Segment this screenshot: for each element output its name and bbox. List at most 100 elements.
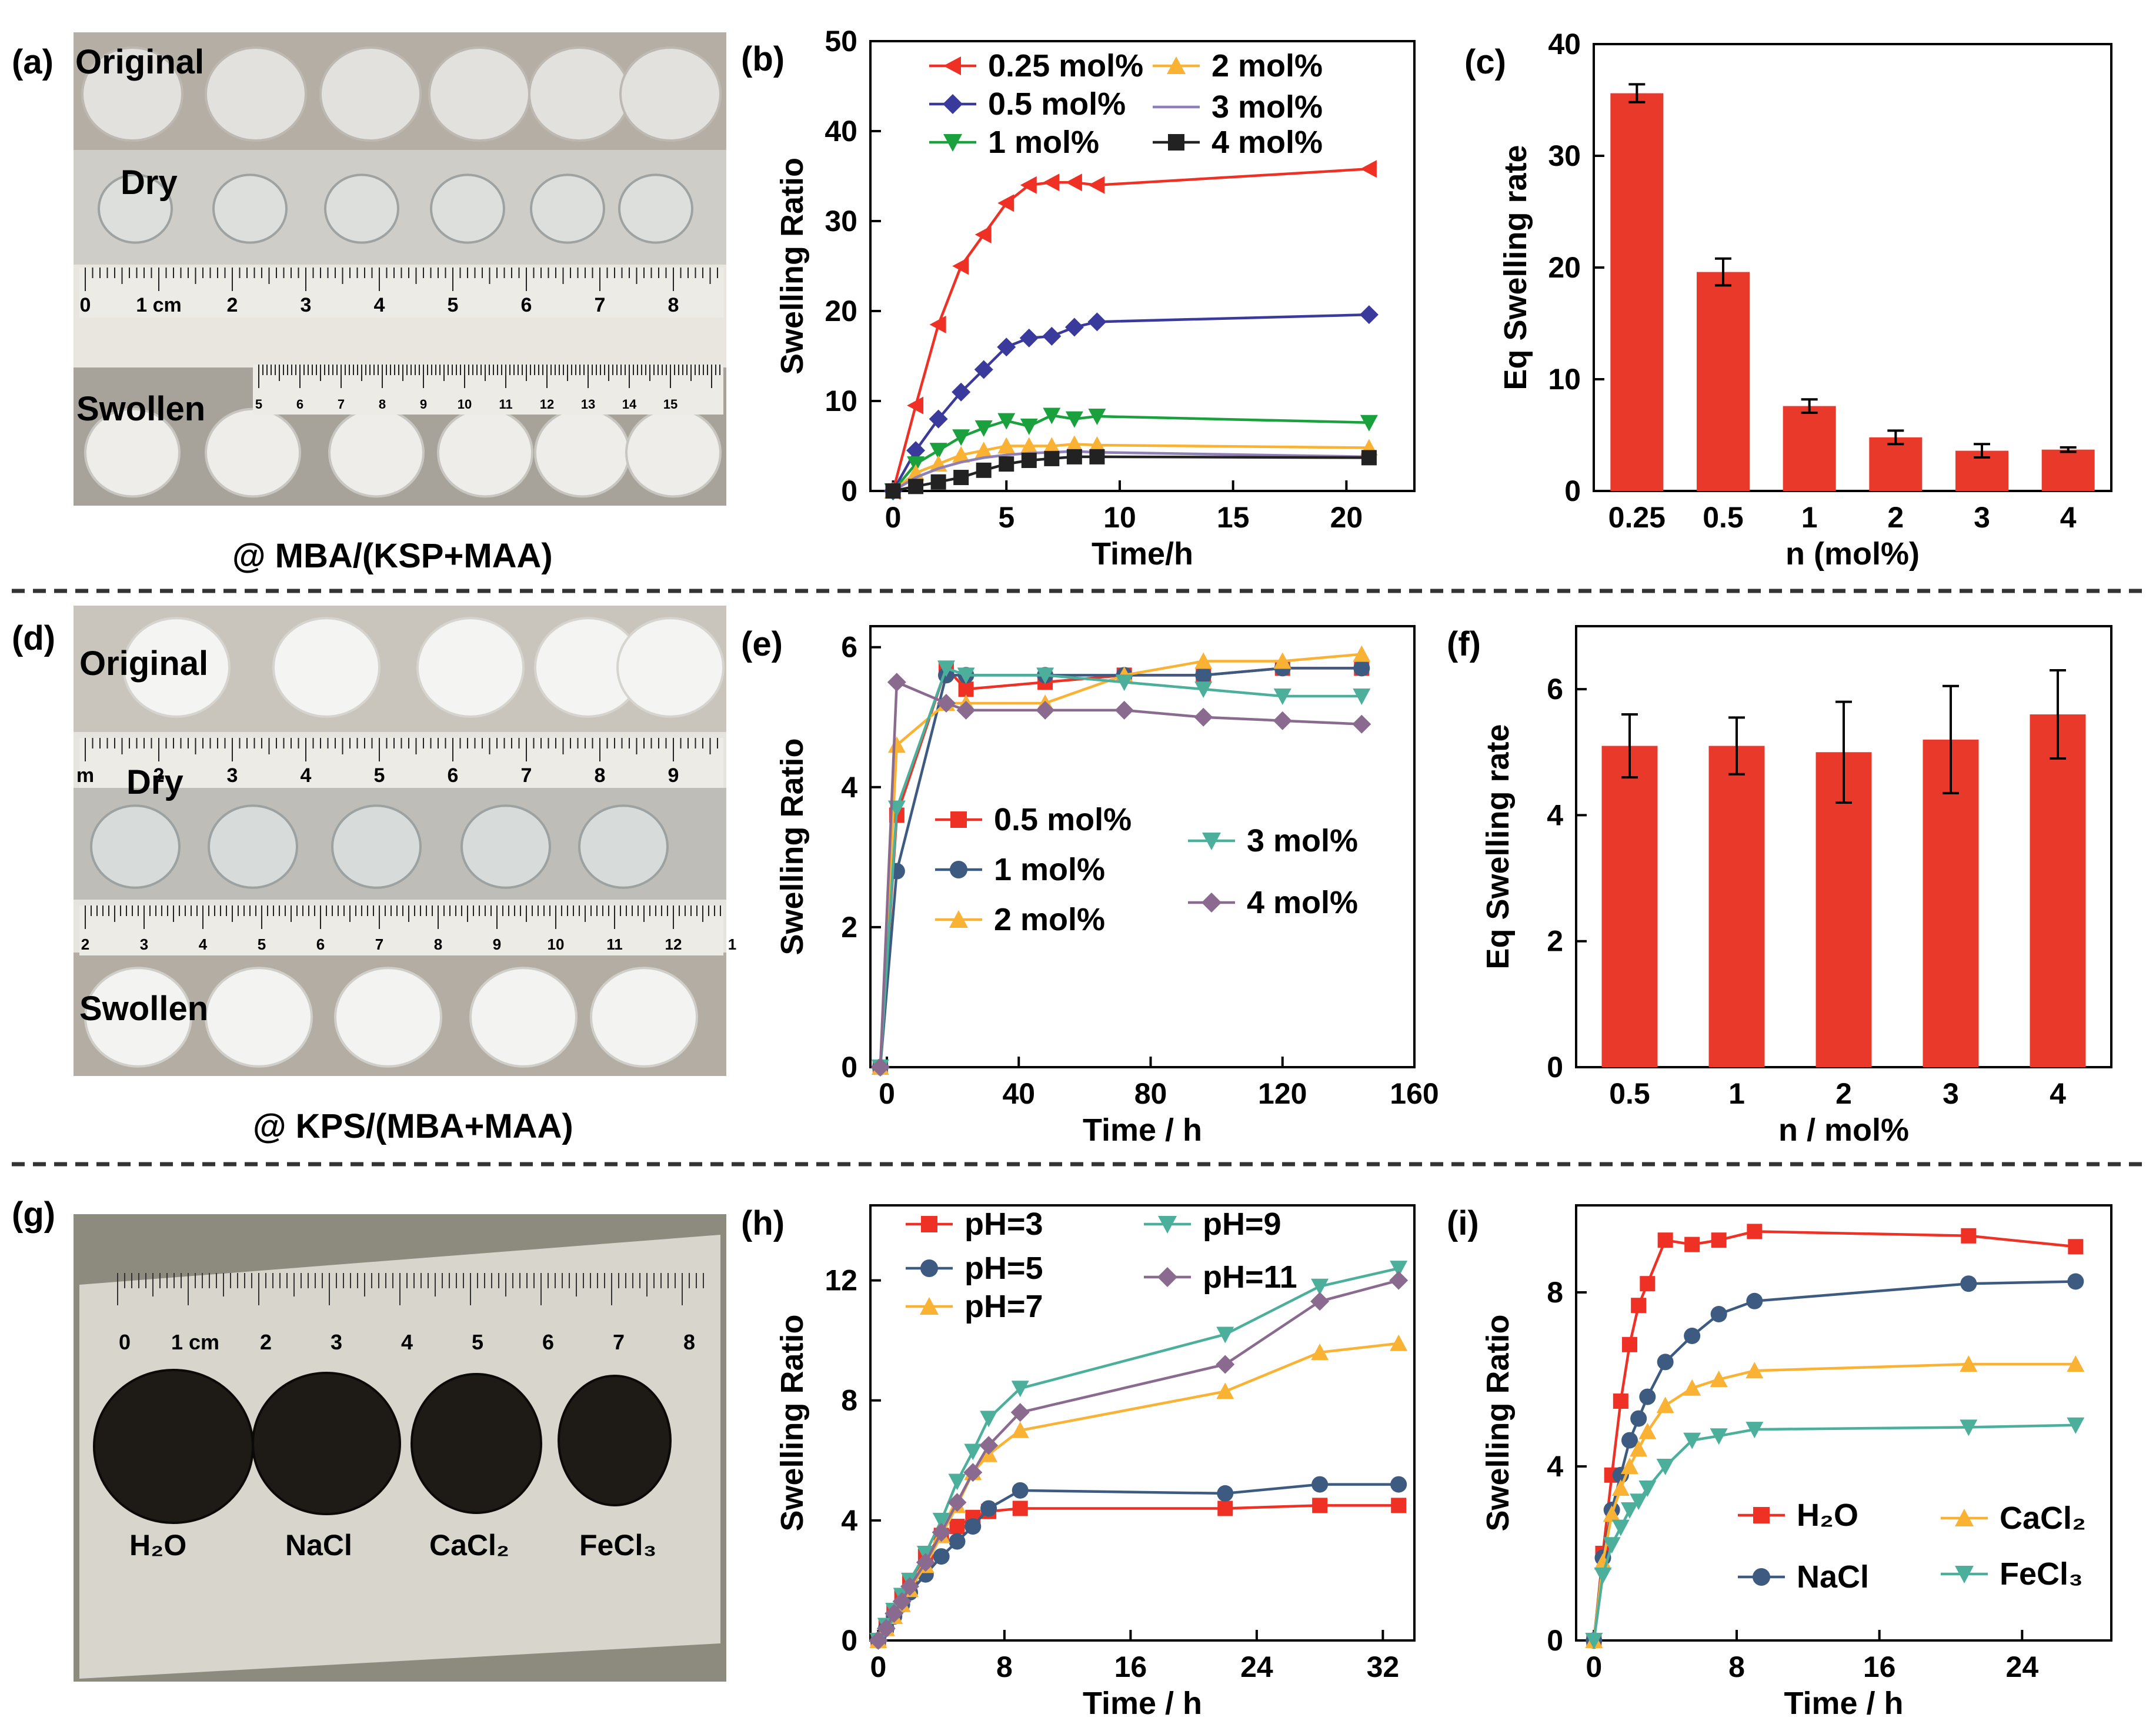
ruler-number: 8 [434, 935, 442, 953]
y-tick-label: 20 [825, 295, 857, 328]
data-point [1020, 418, 1038, 435]
ruler-number: 7 [613, 1330, 625, 1354]
data-point [1353, 689, 1371, 706]
chart-b: 0 10 20 30 40 50 0 5 10 15 20 Time/h Swelling Ratio (… [741, 25, 1416, 572]
bar [1601, 746, 1658, 1067]
legend-entry: pH=5 [964, 1251, 1043, 1286]
y-axis-label: Swelling Ratio [775, 158, 810, 375]
data-point [1352, 714, 1371, 734]
data-point [1360, 415, 1378, 432]
data-point [1042, 326, 1062, 346]
y-tick-label: 2 [841, 911, 857, 944]
ruler-number: 9 [493, 935, 501, 953]
chart-c: 0 10 20 30 40 0.25 0.5 1 2 3 4 n (mol%) Eq Swelling … [1464, 28, 2112, 572]
data-point [997, 413, 1016, 430]
legend-entry: 0.5 mol% [988, 86, 1126, 122]
data-point [952, 382, 971, 402]
ruler-number: 1 cm [171, 1330, 219, 1354]
data-point [1621, 1458, 1638, 1474]
x-axis-label: Time / h [1083, 1686, 1202, 1721]
ruler-number: 9 [420, 397, 427, 412]
data-point [1167, 56, 1186, 74]
data-point [1359, 305, 1379, 325]
ruler-number: 5 [374, 764, 385, 787]
x-tick-label: 0 [885, 501, 902, 534]
data-point [1010, 1403, 1030, 1422]
data-point [929, 443, 947, 460]
sample-cacl2-label: CaCl₂ [429, 1529, 509, 1562]
data-point [1157, 1267, 1177, 1287]
data-point [900, 1577, 920, 1596]
y-tick-label: 0 [841, 1051, 857, 1084]
x-tick-label: 40 [1002, 1077, 1035, 1110]
bar [1783, 406, 1836, 491]
data-point [930, 474, 946, 490]
data-point [887, 736, 906, 753]
hydrogel-disk [93, 1369, 254, 1524]
hydrogel-disk [460, 804, 551, 889]
data-point [1311, 1278, 1329, 1295]
y-tick-label: 6 [1547, 673, 1563, 706]
hydrogel-disk [618, 173, 693, 244]
ruler-number: 6 [521, 294, 532, 316]
ruler-number: 11 [606, 935, 623, 953]
hydrogel-disk [205, 967, 313, 1068]
x-tick-label: 160 [1390, 1077, 1439, 1110]
data-point [1955, 1509, 1974, 1526]
y-axis-label: Eq Swelling rate [1498, 145, 1533, 390]
data-point [1753, 1507, 1770, 1523]
data-point [1021, 452, 1037, 468]
data-point [870, 1058, 890, 1077]
data-point [908, 479, 924, 494]
data-point [952, 446, 970, 463]
legend-entry: 2 mol% [994, 902, 1105, 937]
data-point [1960, 1355, 1978, 1372]
hydrogel-disk [416, 617, 525, 718]
data-point [953, 470, 969, 486]
y-tick-label: 8 [841, 1384, 857, 1417]
y-tick-label: 0 [841, 1624, 857, 1657]
data-point [1391, 1498, 1407, 1513]
sample-fecl3-label: FeCl₃ [579, 1529, 656, 1562]
data-point [1019, 328, 1039, 347]
legend-entry: CaCl₂ [2000, 1501, 2086, 1536]
legend-entry: pH=11 [1203, 1259, 1297, 1295]
legend-entry: 1 mol% [988, 125, 1099, 160]
data-point [1273, 711, 1292, 730]
y-axis-label: Swelling Ratio [775, 1314, 810, 1531]
y-tick-label: 0 [1564, 474, 1581, 507]
data-point [937, 660, 955, 677]
data-point [1020, 176, 1037, 194]
data-point [1012, 1501, 1028, 1516]
data-point [887, 673, 906, 692]
series-line [877, 1266, 1399, 1642]
data-point [1089, 449, 1105, 465]
ruler-number: 5 [255, 397, 262, 412]
x-tick-label: 8 [996, 1650, 1013, 1683]
hydrogel-disk [430, 173, 505, 244]
panel-label: (h) [741, 1204, 785, 1242]
ruler-number: 11 [499, 397, 512, 412]
data-point [1390, 1261, 1408, 1278]
ruler-number: 10 [458, 397, 472, 412]
plot-frame [1593, 43, 2112, 492]
ruler-number: 6 [296, 397, 303, 412]
photo-a: 0 1 cm 2 3 4 5 6 7 8 5 6 7 8 9 10 11 12 13 14 15 (a) Origin… [12, 32, 726, 575]
data-point [948, 1473, 966, 1491]
data-point [1065, 173, 1082, 192]
data-point [1194, 707, 1213, 727]
data-point [1088, 176, 1105, 194]
data-point [957, 667, 975, 684]
sample-h2o-label: H₂O [129, 1529, 186, 1562]
x-axis-label: Time/h [1092, 536, 1193, 572]
hydrogel-disk [252, 1372, 401, 1515]
data-point [1613, 1394, 1628, 1409]
hydrogel-disk [272, 617, 381, 718]
data-point [932, 1512, 950, 1529]
legend-entry: pH=3 [964, 1207, 1043, 1242]
data-point [929, 315, 946, 333]
bar [2041, 449, 2095, 491]
hydrogel-disk [534, 407, 630, 498]
hydrogel-disk [81, 46, 183, 142]
photo-d: m 2 3 4 5 6 7 8 9 2 3 4 5 6 7 8 9 10 11 12 1 (d) Original Dr… [12, 606, 736, 1145]
